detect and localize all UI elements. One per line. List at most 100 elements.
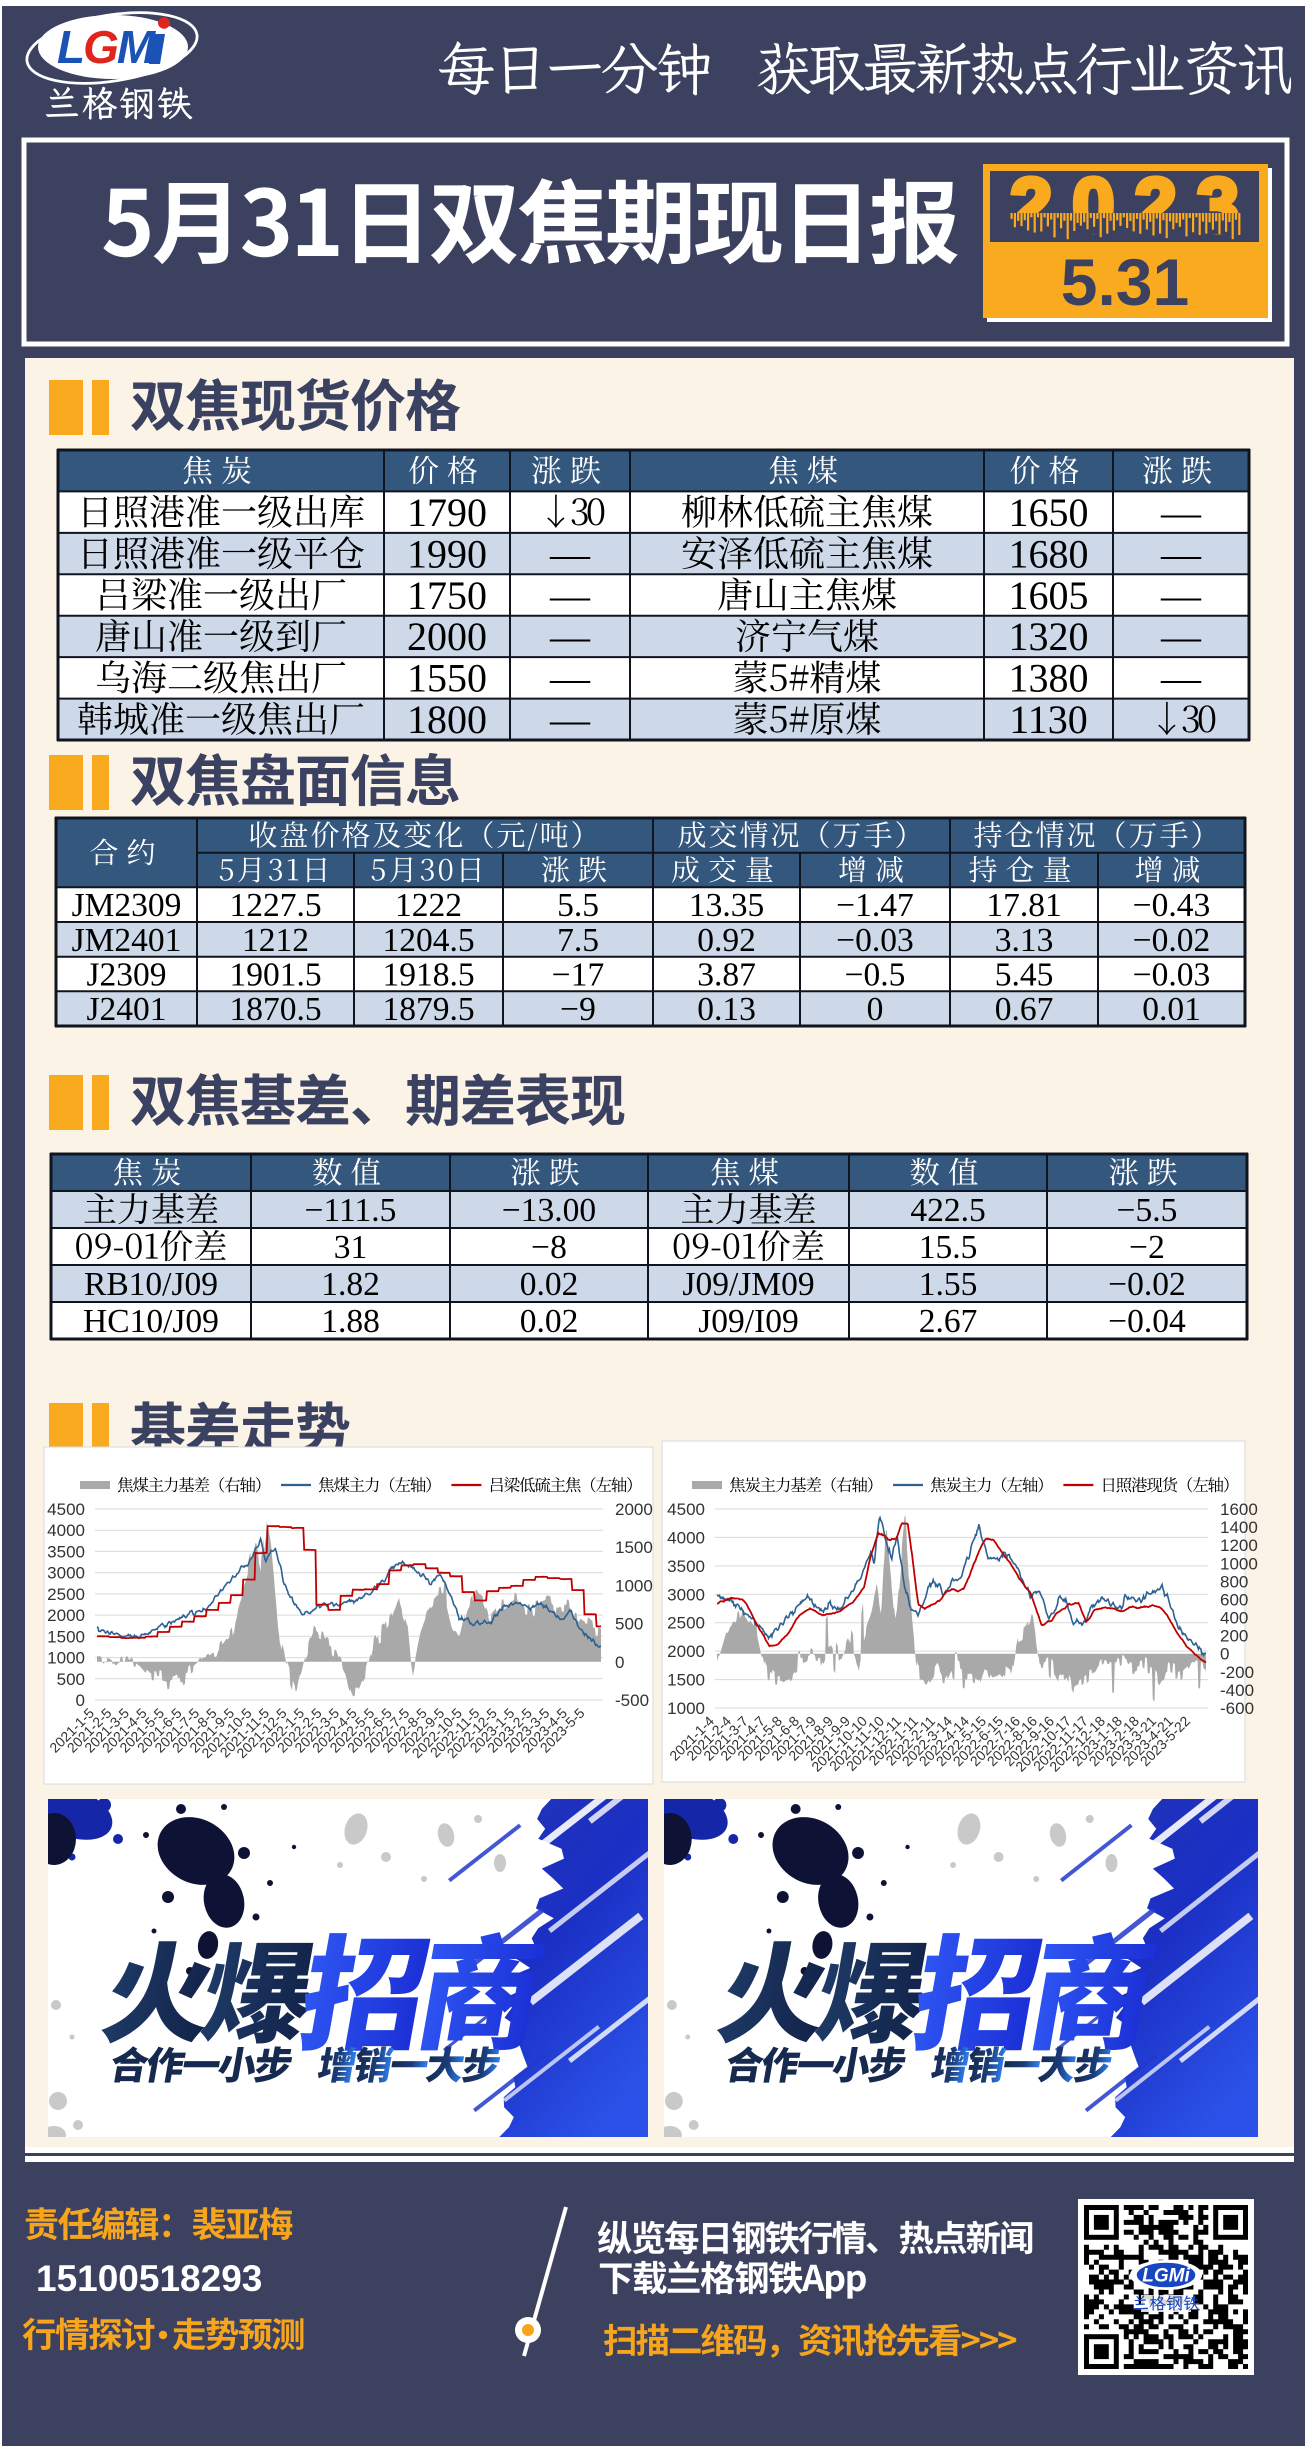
svg-text:1680: 1680: [1009, 531, 1089, 576]
svg-text:500: 500: [57, 1670, 85, 1689]
svg-text:1204.5: 1204.5: [382, 922, 474, 959]
svg-text:J09/I09: J09/I09: [698, 1303, 799, 1340]
svg-text:−13.00: −13.00: [502, 1192, 596, 1229]
svg-text:1000: 1000: [1220, 1554, 1258, 1573]
svg-text:1550: 1550: [407, 656, 487, 701]
svg-text:J09/JM09: J09/JM09: [682, 1266, 814, 1303]
svg-text:15.5: 15.5: [919, 1229, 978, 1266]
svg-text:−1.47: −1.47: [836, 887, 914, 924]
svg-text:—: —: [549, 656, 591, 701]
svg-text:13.35: 13.35: [689, 887, 764, 924]
svg-text:−0.02: −0.02: [1108, 1266, 1186, 1303]
svg-text:0: 0: [76, 1691, 85, 1710]
svg-text:200: 200: [1220, 1627, 1248, 1646]
svg-text:0.92: 0.92: [697, 922, 756, 959]
svg-text:5.31: 5.31: [1061, 245, 1189, 319]
svg-text:4000: 4000: [667, 1528, 705, 1547]
svg-text:—: —: [1160, 614, 1202, 659]
svg-text:1320: 1320: [1009, 614, 1089, 659]
svg-text:−0.03: −0.03: [1133, 957, 1211, 994]
svg-text:−17: −17: [552, 957, 604, 994]
svg-text:1000: 1000: [615, 1576, 653, 1595]
svg-text:LGM: LGM: [57, 21, 157, 73]
svg-text:1.82: 1.82: [321, 1266, 380, 1303]
svg-text:31: 31: [334, 1229, 368, 1266]
svg-text:3.13: 3.13: [995, 922, 1054, 959]
svg-text:422.5: 422.5: [910, 1192, 985, 1229]
svg-text:−8: −8: [531, 1229, 567, 1266]
svg-text:—: —: [1160, 656, 1202, 701]
svg-text:1879.5: 1879.5: [382, 991, 474, 1028]
svg-text:3500: 3500: [667, 1557, 705, 1576]
svg-text:1222: 1222: [395, 887, 462, 924]
svg-text:−9: −9: [560, 991, 596, 1028]
svg-text:−5.5: −5.5: [1117, 1192, 1178, 1229]
svg-text:JM2401: JM2401: [72, 922, 182, 959]
svg-text:2.67: 2.67: [919, 1303, 978, 1340]
svg-text:1870.5: 1870.5: [229, 991, 321, 1028]
svg-text:0.02: 0.02: [520, 1303, 579, 1340]
svg-text:1400: 1400: [1220, 1518, 1258, 1537]
svg-text:−111.5: −111.5: [305, 1192, 397, 1229]
svg-text:—: —: [549, 573, 591, 618]
svg-text:J2401: J2401: [86, 991, 166, 1028]
svg-text:—: —: [549, 697, 591, 742]
svg-text:−0.03: −0.03: [836, 922, 914, 959]
svg-text:0.01: 0.01: [1142, 991, 1201, 1028]
svg-text:500: 500: [615, 1615, 643, 1634]
svg-text:−2: −2: [1129, 1229, 1165, 1266]
svg-text:RB10/J09: RB10/J09: [84, 1266, 218, 1303]
svg-text:5.45: 5.45: [995, 957, 1054, 994]
svg-text:2000: 2000: [615, 1500, 653, 1519]
svg-text:—: —: [1160, 490, 1202, 535]
svg-text:−0.04: −0.04: [1108, 1303, 1186, 1340]
svg-text:2000: 2000: [407, 614, 487, 659]
svg-text:1500: 1500: [615, 1538, 653, 1557]
svg-text:0: 0: [1220, 1645, 1229, 1664]
svg-text:3500: 3500: [47, 1542, 85, 1561]
svg-text:1500: 1500: [47, 1627, 85, 1646]
svg-text:—: —: [549, 531, 591, 576]
svg-text:600: 600: [1220, 1591, 1248, 1610]
svg-text:2500: 2500: [667, 1614, 705, 1633]
svg-text:-500: -500: [615, 1691, 649, 1710]
svg-text:400: 400: [1220, 1609, 1248, 1628]
svg-text:1.88: 1.88: [321, 1303, 380, 1340]
svg-text:5.5: 5.5: [557, 887, 599, 924]
svg-text:1000: 1000: [667, 1699, 705, 1718]
svg-text:1212: 1212: [242, 922, 309, 959]
svg-text:1600: 1600: [1220, 1500, 1258, 1519]
svg-text:J2309: J2309: [86, 957, 166, 994]
svg-text:4000: 4000: [47, 1521, 85, 1540]
svg-text:−0.02: −0.02: [1133, 922, 1211, 959]
svg-text:1200: 1200: [1220, 1536, 1258, 1555]
svg-text:1380: 1380: [1009, 656, 1089, 701]
svg-text:LGMi: LGMi: [1142, 2266, 1190, 2287]
svg-text:1227.5: 1227.5: [229, 887, 321, 924]
svg-text:4500: 4500: [47, 1500, 85, 1519]
svg-text:1605: 1605: [1009, 573, 1089, 618]
svg-text:1.55: 1.55: [919, 1266, 978, 1303]
svg-text:0: 0: [615, 1653, 624, 1672]
svg-text:HC10/J09: HC10/J09: [83, 1303, 219, 1340]
svg-text:1750: 1750: [407, 573, 487, 618]
svg-text:17.81: 17.81: [986, 887, 1061, 924]
svg-text:0.13: 0.13: [697, 991, 756, 1028]
svg-text:—: —: [1160, 531, 1202, 576]
svg-text:-400: -400: [1220, 1681, 1254, 1700]
svg-text:1130: 1130: [1009, 697, 1088, 742]
svg-text:0: 0: [867, 991, 884, 1028]
svg-text:4500: 4500: [667, 1500, 705, 1519]
svg-text:-600: -600: [1220, 1699, 1254, 1718]
svg-text:3000: 3000: [667, 1585, 705, 1604]
svg-text:—: —: [1160, 573, 1202, 618]
svg-text:0.67: 0.67: [995, 991, 1054, 1028]
svg-text:3000: 3000: [47, 1564, 85, 1583]
svg-text:1500: 1500: [667, 1671, 705, 1690]
svg-text:—: —: [549, 614, 591, 659]
svg-text:1800: 1800: [407, 697, 487, 742]
svg-text:−0.43: −0.43: [1133, 887, 1211, 924]
svg-text:1918.5: 1918.5: [382, 957, 474, 994]
svg-text:2000: 2000: [667, 1642, 705, 1661]
svg-text:800: 800: [1220, 1572, 1248, 1591]
